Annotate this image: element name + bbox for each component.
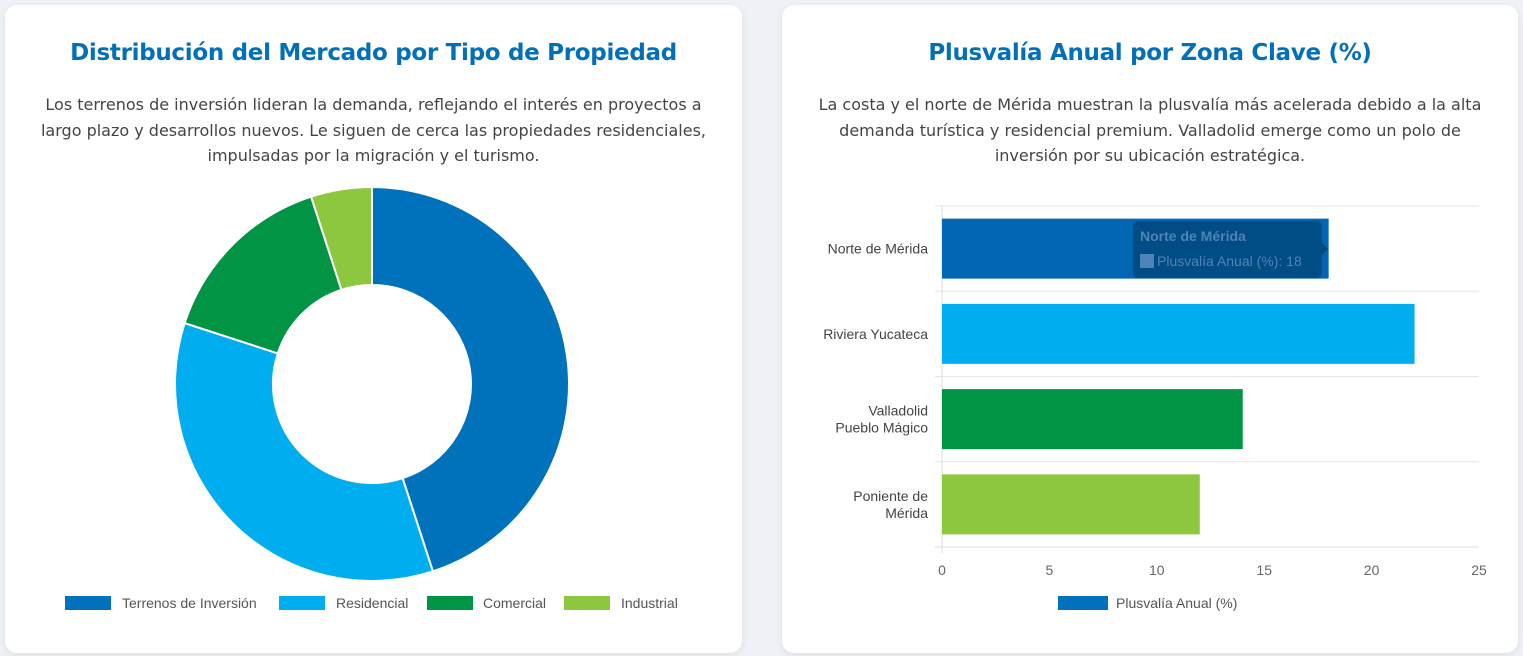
card-title: Distribución del Mercado por Tipo de Pro… [70,40,677,66]
legend-swatch[interactable] [1058,596,1108,610]
x-tick-label: 15 [1256,562,1272,578]
tooltip-caret [1322,243,1328,255]
bar-3[interactable] [942,474,1200,535]
legend-label[interactable]: Industrial [621,595,678,611]
tooltip-box [1133,221,1322,278]
bar-2[interactable] [942,389,1243,450]
tooltip: Norte de Mérida Plusvalía Anual (%): 18 [1133,221,1328,278]
x-tick-label: 10 [1149,562,1165,578]
bar-1[interactable] [942,303,1415,364]
card-title: Plusvalía Anual por Zona Clave (%) [928,40,1372,66]
donut-slice-industrial[interactable] [309,185,373,292]
donut-slice-terrenos-de-inversión[interactable] [371,185,570,573]
legend-label[interactable]: Residencial [336,595,408,611]
y-category-label: Riviera Yucateca [823,326,928,342]
legend-label[interactable]: Comercial [483,595,546,611]
x-tick-label: 25 [1471,562,1487,578]
donut-slice-residencial[interactable] [174,321,435,582]
x-tick-label: 0 [938,562,946,578]
card-description: La costa y el norte de Mérida muestran l… [818,95,1482,165]
legend-label[interactable]: Terrenos de Inversión [122,595,257,611]
x-tick-label: 5 [1046,562,1054,578]
tooltip-swatch [1140,254,1154,268]
y-category-label: Pueblo Mágico [835,420,928,436]
y-category-label: Valladolid [868,403,928,419]
y-category-label: Poniente de [853,488,928,504]
legend-swatch[interactable] [564,596,610,610]
legend-label[interactable]: Plusvalía Anual (%) [1116,595,1237,611]
tooltip-title: Norte de Mérida [1140,228,1246,244]
card-description: Los terrenos de inversión lideran la dem… [40,95,707,165]
legend-swatch[interactable] [279,596,325,610]
tooltip-label: Plusvalía Anual (%): 18 [1157,253,1302,269]
y-category-label: Mérida [885,505,928,521]
y-category-label: Norte de Mérida [828,241,929,257]
x-tick-label: 20 [1364,562,1380,578]
legend-swatch[interactable] [427,596,473,610]
legend-swatch[interactable] [65,596,111,610]
